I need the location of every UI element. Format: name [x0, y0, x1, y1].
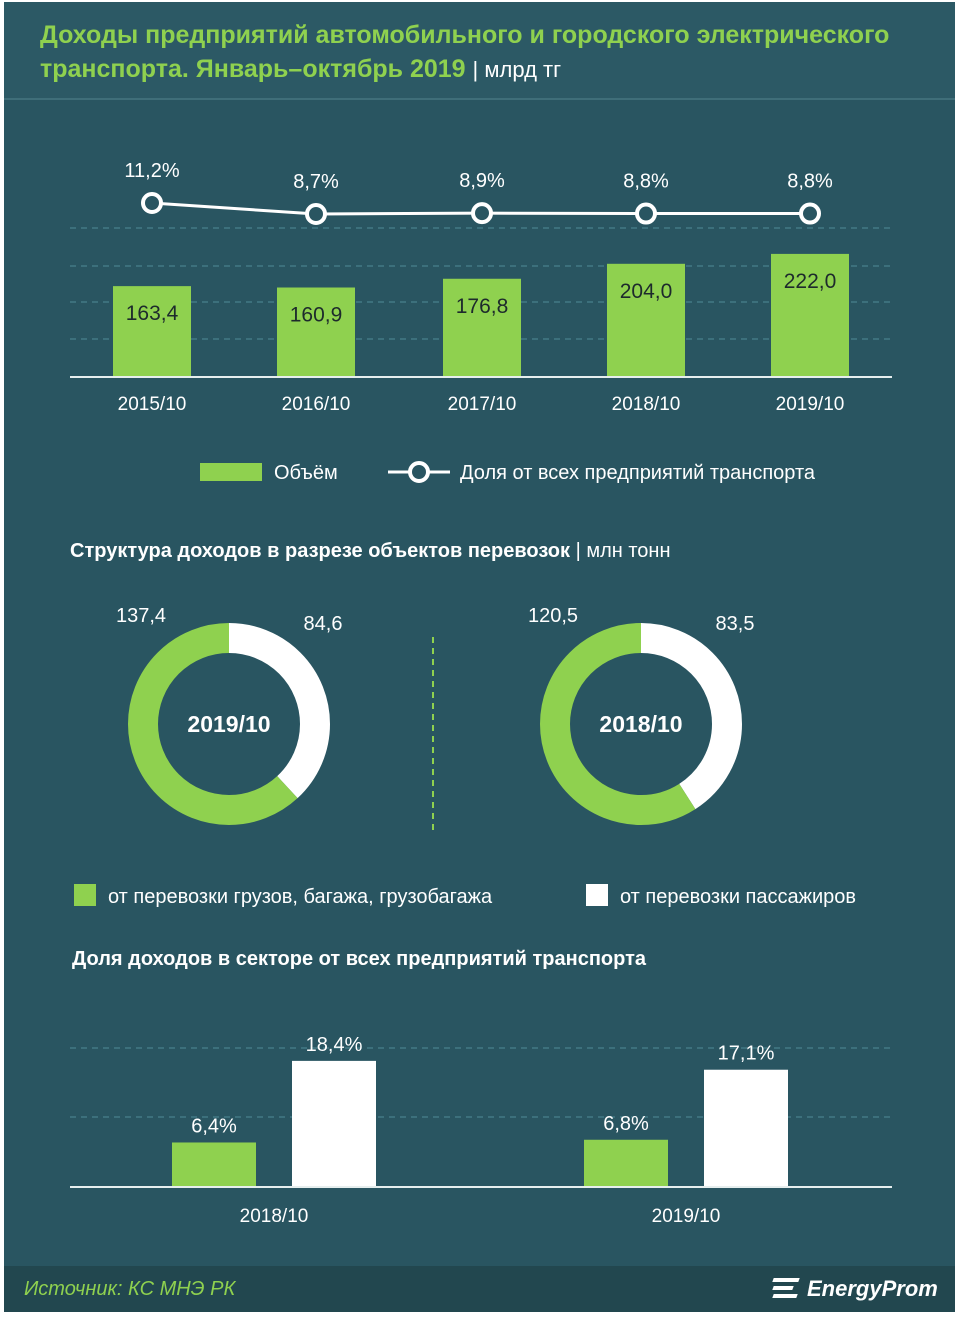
share-bar-chart: 6,4% 6,8% 18,4% 17,1% 2018/10 2019/10	[70, 1034, 892, 1227]
donut-cargo-value: 137,4	[116, 605, 166, 627]
legend-share-label: Доля от всех предприятий транспорта	[460, 462, 816, 484]
volume-bar	[443, 278, 521, 376]
x-tick-label: 2016/10	[282, 394, 351, 415]
page-title: Доходы предприятий автомобильного и горо…	[40, 18, 940, 87]
share-point-label: 8,8%	[787, 171, 833, 193]
share-title: Доля доходов в секторе от всех предприят…	[72, 948, 647, 970]
share-point-label: 11,2%	[124, 160, 179, 182]
volume-bar	[607, 263, 685, 376]
structure-title-unit: | млн тонн	[575, 540, 671, 562]
share-bar-label: 6,4%	[191, 1115, 237, 1137]
volume-bar-label: 163,4	[126, 302, 179, 325]
share-bar-label: 18,4%	[306, 1034, 363, 1056]
legend-cargo-label: от перевозки грузов, багажа, грузобагажа	[108, 886, 493, 908]
legend-cargo-swatch	[74, 884, 96, 906]
share-bar-passenger	[292, 1060, 376, 1186]
x-tick-label: 2018/10	[240, 1206, 309, 1227]
share-point	[635, 202, 657, 225]
x-tick-label: 2019/10	[776, 394, 845, 415]
share-point	[471, 202, 493, 225]
x-tick-label: 2015/10	[118, 394, 187, 415]
share-bar-cargo	[172, 1142, 256, 1186]
infographic-panel: Доходы предприятий автомобильного и горо…	[4, 2, 955, 1312]
donut-slice-cargo	[540, 623, 742, 825]
share-point	[799, 202, 821, 225]
share-point-label: 8,8%	[623, 171, 669, 193]
title-text: Доходы предприятий автомобильного и горо…	[40, 21, 890, 83]
title-unit: | млрд тг	[472, 57, 562, 82]
volume-bar-label: 204,0	[620, 280, 673, 303]
volume-bar	[771, 253, 849, 376]
structure-title-text: Структура доходов в разрезе объектов пер…	[70, 540, 571, 562]
logo-text: EnergyProm	[807, 1276, 938, 1301]
legend-share-marker	[408, 461, 430, 483]
source-note: Источник: КС МНЭ РК	[24, 1278, 236, 1300]
x-tick-label: 2017/10	[448, 394, 517, 415]
volume-bar	[113, 286, 191, 376]
donut-cargo-value: 120,5	[528, 605, 578, 627]
x-tick-label: 2018/10	[612, 394, 681, 415]
share-bar-label: 6,8%	[603, 1113, 649, 1135]
volume-bar-label: 222,0	[784, 270, 837, 293]
share-point	[305, 203, 327, 225]
donut-slice-cargo	[128, 623, 330, 825]
share-point	[141, 192, 163, 214]
legend-volume-label: Объём	[274, 462, 338, 484]
share-bar-passenger	[704, 1069, 788, 1186]
volume-bar-label: 160,9	[290, 304, 343, 327]
legend-passenger-swatch	[586, 884, 608, 906]
revenue-chart: 163,4 160,9 176,8 204,0 222,0 11,2% 8,7% 8,9% 8…	[70, 160, 892, 484]
donut-center-label: 2018/10	[599, 711, 682, 737]
legend-volume-swatch	[200, 463, 262, 481]
logo-mark-icon	[772, 1278, 801, 1302]
share-bar-label: 17,1%	[718, 1043, 775, 1065]
x-tick-label: 2019/10	[652, 1206, 721, 1227]
footer: Источник: КС МНЭ РК EnergyProm	[4, 1266, 955, 1312]
volume-bar	[277, 287, 355, 376]
share-point-label: 8,7%	[293, 171, 339, 193]
donut-center-label: 2019/10	[187, 711, 270, 737]
legend-passenger-label: от перевозки пассажиров	[620, 886, 856, 908]
structure-title: Структура доходов в разрезе объектов пер…	[70, 540, 671, 563]
header: Доходы предприятий автомобильного и горо…	[4, 2, 955, 100]
share-point-label: 8,9%	[459, 170, 505, 192]
structure-donut-charts: 2019/10 137,4 84,6 2018/10 120,5 83,5 от пере…	[74, 605, 856, 908]
donut-passenger-value: 83,5	[716, 613, 755, 635]
energyprom-logo: EnergyProm	[772, 1274, 943, 1304]
donut-passenger-value: 84,6	[304, 613, 343, 635]
volume-bar-label: 176,8	[456, 295, 509, 318]
share-bar-cargo	[584, 1139, 668, 1186]
